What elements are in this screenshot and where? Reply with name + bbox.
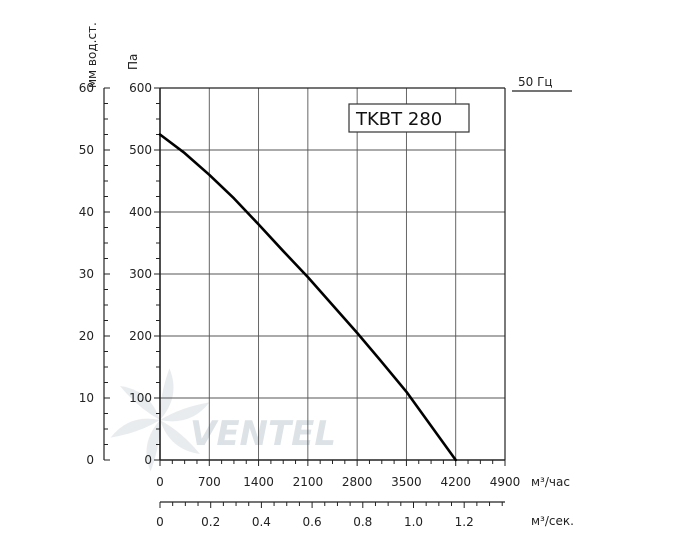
y2-tick-label: 10 (79, 391, 94, 405)
model-label-box: TKBT 280 (348, 103, 470, 133)
minor-ticks (104, 87, 506, 508)
y2-tick-label: 0 (86, 453, 94, 467)
y-tick-label: 600 (129, 81, 152, 95)
y-tick-label: 300 (129, 267, 152, 281)
y-axis-label: Па (126, 54, 140, 70)
performance-curves (158, 133, 458, 462)
x-tick-label: 4200 (440, 475, 471, 489)
performance-curve (158, 133, 458, 462)
y2-axis-label: мм вод.ст. (85, 22, 99, 88)
grid-lines (160, 88, 505, 460)
model-label: TKBT 280 (355, 109, 442, 130)
y2-tick-label: 20 (79, 329, 94, 343)
y-tick-label: 200 (129, 329, 152, 343)
x2-tick-label: 1.0 (404, 515, 423, 529)
x-tick-label: 3500 (391, 475, 422, 489)
axes (103, 87, 506, 503)
x2-tick-label: 0.2 (201, 515, 220, 529)
x-tick-label: 1400 (243, 475, 274, 489)
y-tick-label: 400 (129, 205, 152, 219)
x-axis-label: м³/час (531, 475, 570, 489)
x-tick-label: 0 (156, 475, 164, 489)
tick-labels: 0 700 1400 2100 2800 3500 4200 4900010020030040… (79, 81, 521, 529)
x2-tick-label: 0.8 (353, 515, 372, 529)
x2-tick-label: 1.2 (455, 515, 474, 529)
x2-tick-label: 0 (156, 515, 164, 529)
x-tick-label: 700 (198, 475, 221, 489)
fan-icon (110, 368, 210, 472)
frequency-label: 50 Гц (518, 75, 553, 89)
y2-tick-label: 40 (79, 205, 94, 219)
x-tick-label: 2100 (293, 475, 324, 489)
y-tick-label: 500 (129, 143, 152, 157)
y2-tick-label: 30 (79, 267, 94, 281)
y2-tick-label: 50 (79, 143, 94, 157)
watermark-text: VENTEL (190, 414, 336, 454)
y2-tick-label: 60 (79, 81, 94, 95)
x-tick-label: 4900 (490, 475, 521, 489)
x2-tick-label: 0.4 (252, 515, 271, 529)
x-tick-label: 2800 (342, 475, 373, 489)
frequency-label-group: 50 Гц (512, 75, 572, 92)
y-tick-label: 100 (129, 391, 152, 405)
y-tick-label: 0 (144, 453, 152, 467)
ventel-watermark: VENTEL (110, 368, 336, 472)
x2-axis-label: м³/сек. (531, 514, 574, 528)
x2-tick-label: 0.6 (303, 515, 322, 529)
